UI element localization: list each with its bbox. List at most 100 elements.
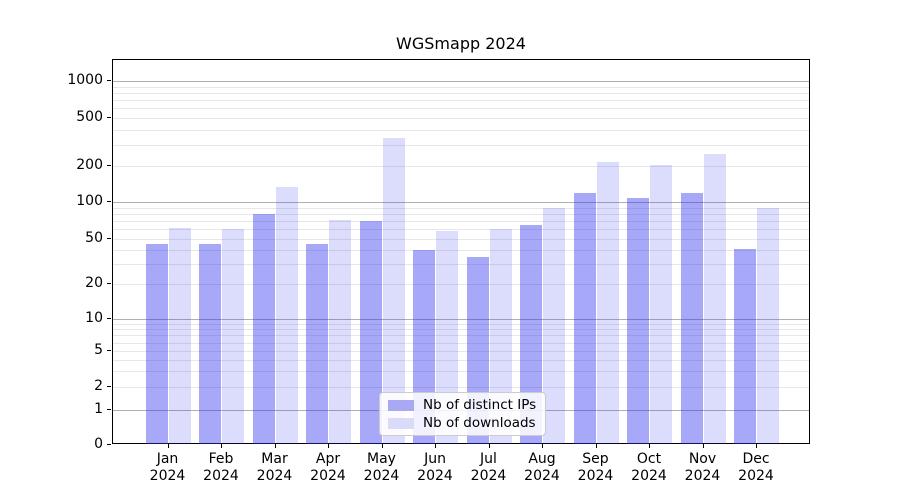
plot-area — [112, 59, 810, 444]
x-tick-label-jan: Jan 2024 — [149, 451, 186, 484]
bar-downloads-may — [382, 138, 405, 444]
bar-downloads-feb — [222, 229, 244, 444]
x-tick-label-sep: Sep 2024 — [577, 451, 614, 484]
x-tick-label-aug: Aug 2024 — [524, 451, 560, 484]
bar-distinct-ips-nov — [680, 192, 703, 444]
x-tick-mark — [488, 444, 490, 448]
x-tick-label-apr: Apr 2024 — [310, 451, 346, 484]
y-tick-label: 200 — [76, 157, 103, 173]
grid-line-minor — [113, 284, 809, 285]
grid-line-minor — [113, 166, 809, 167]
y-tick-mark — [107, 444, 111, 445]
bar-downloads-nov — [703, 154, 726, 444]
x-tick-mark — [274, 444, 276, 448]
x-tick-label-mar: Mar 2024 — [256, 451, 293, 484]
legend-item-downloads: Nb of downloads — [388, 414, 537, 431]
x-tick-label-jun: Jun 2024 — [417, 451, 453, 484]
x-tick-mark — [381, 444, 383, 448]
x-tick-mark — [756, 444, 757, 448]
y-tick-label: 1 — [94, 401, 103, 417]
bar-distinct-ips-oct — [627, 198, 649, 444]
bar-downloads-jan — [168, 227, 191, 444]
y-tick-label: 50 — [85, 230, 103, 246]
grid-line-minor — [113, 335, 809, 337]
grid-line-minor — [113, 144, 809, 146]
x-tick-mark — [328, 444, 329, 448]
y-tick-label: 2 — [94, 378, 103, 394]
grid-line-minor — [113, 342, 809, 344]
legend-item-distinct-ips: Nb of distinct IPs — [388, 396, 537, 413]
y-tick-label: 500 — [76, 109, 103, 125]
legend-label-downloads: Nb of downloads — [423, 414, 536, 431]
grid-line-minor — [113, 129, 809, 131]
x-tick-mark — [702, 444, 704, 448]
bar-downloads-aug — [543, 207, 565, 444]
grid-line-minor — [113, 100, 809, 102]
y-tick-mark — [107, 283, 111, 284]
y-tick-mark — [107, 350, 111, 351]
x-tick-mark — [435, 444, 436, 448]
x-tick-label-feb: Feb 2024 — [203, 451, 239, 484]
bar-downloads-dec — [757, 207, 779, 444]
bar-distinct-ips-apr — [306, 244, 328, 444]
grid-line-minor — [113, 213, 809, 215]
legend-label-distinct-ips: Nb of distinct IPs — [423, 396, 537, 413]
y-tick-mark — [107, 238, 111, 239]
y-tick-mark — [107, 117, 111, 118]
chart-title: WGSmapp 2024 — [396, 34, 526, 53]
grid-line-minor — [113, 108, 809, 110]
x-tick-label-dec: Dec 2024 — [738, 451, 774, 484]
bar-distinct-ips-may — [359, 221, 382, 444]
y-tick-mark — [107, 409, 111, 410]
bar-distinct-ips-dec — [734, 248, 756, 444]
y-tick-label: 100 — [76, 193, 103, 209]
x-tick-mark — [595, 444, 597, 448]
bar-downloads-mar — [275, 187, 298, 444]
x-tick-label-jul: Jul 2024 — [470, 451, 507, 484]
y-tick-label: 5 — [94, 342, 103, 358]
bar-distinct-ips-aug — [520, 224, 542, 444]
y-tick-mark — [107, 201, 111, 202]
x-tick-mark — [542, 444, 543, 448]
grid-line-minor — [113, 329, 809, 331]
grid-line-minor — [113, 86, 809, 88]
grid-line-minor — [113, 92, 809, 94]
grid-line-minor — [113, 221, 809, 223]
y-tick-label: 10 — [85, 310, 103, 326]
y-tick-label: 0 — [94, 436, 103, 452]
bar-distinct-ips-jan — [145, 244, 168, 444]
bar-downloads-jun — [436, 231, 458, 444]
x-tick-label-may: May 2024 — [363, 451, 400, 484]
legend-swatch-downloads — [388, 417, 414, 429]
grid-line-minor — [113, 359, 809, 361]
y-tick-label: 1000 — [67, 72, 103, 88]
x-tick-mark — [167, 444, 169, 448]
bar-downloads-sep — [596, 162, 619, 444]
bar-distinct-ips-feb — [199, 244, 221, 444]
bar-distinct-ips-mar — [252, 213, 275, 444]
bar-downloads-apr — [329, 220, 351, 444]
bar-distinct-ips-sep — [573, 192, 596, 444]
bar-downloads-jul — [489, 229, 512, 444]
grid-line-minor — [113, 323, 809, 325]
grid-line-minor — [113, 387, 809, 388]
grid-line-minor — [113, 207, 809, 209]
bar-downloads-oct — [650, 165, 672, 444]
x-tick-mark — [221, 444, 222, 448]
y-tick-mark — [107, 165, 111, 166]
y-tick-mark — [107, 80, 111, 81]
legend-swatch-distinct-ips — [388, 399, 414, 411]
grid-line-minor — [113, 264, 809, 266]
grid-line-minor — [113, 351, 809, 352]
grid-line-minor — [113, 249, 809, 251]
grid-line-major — [113, 81, 809, 82]
x-tick-label-oct: Oct 2024 — [631, 451, 667, 484]
grid-line-major — [113, 202, 809, 203]
grid-line-minor — [113, 118, 809, 119]
legend: Nb of distinct IPs Nb of downloads — [379, 392, 546, 436]
grid-line-minor — [113, 371, 809, 373]
y-tick-mark — [107, 386, 111, 387]
grid-line-minor — [113, 229, 809, 231]
grid-line-major — [113, 319, 809, 320]
